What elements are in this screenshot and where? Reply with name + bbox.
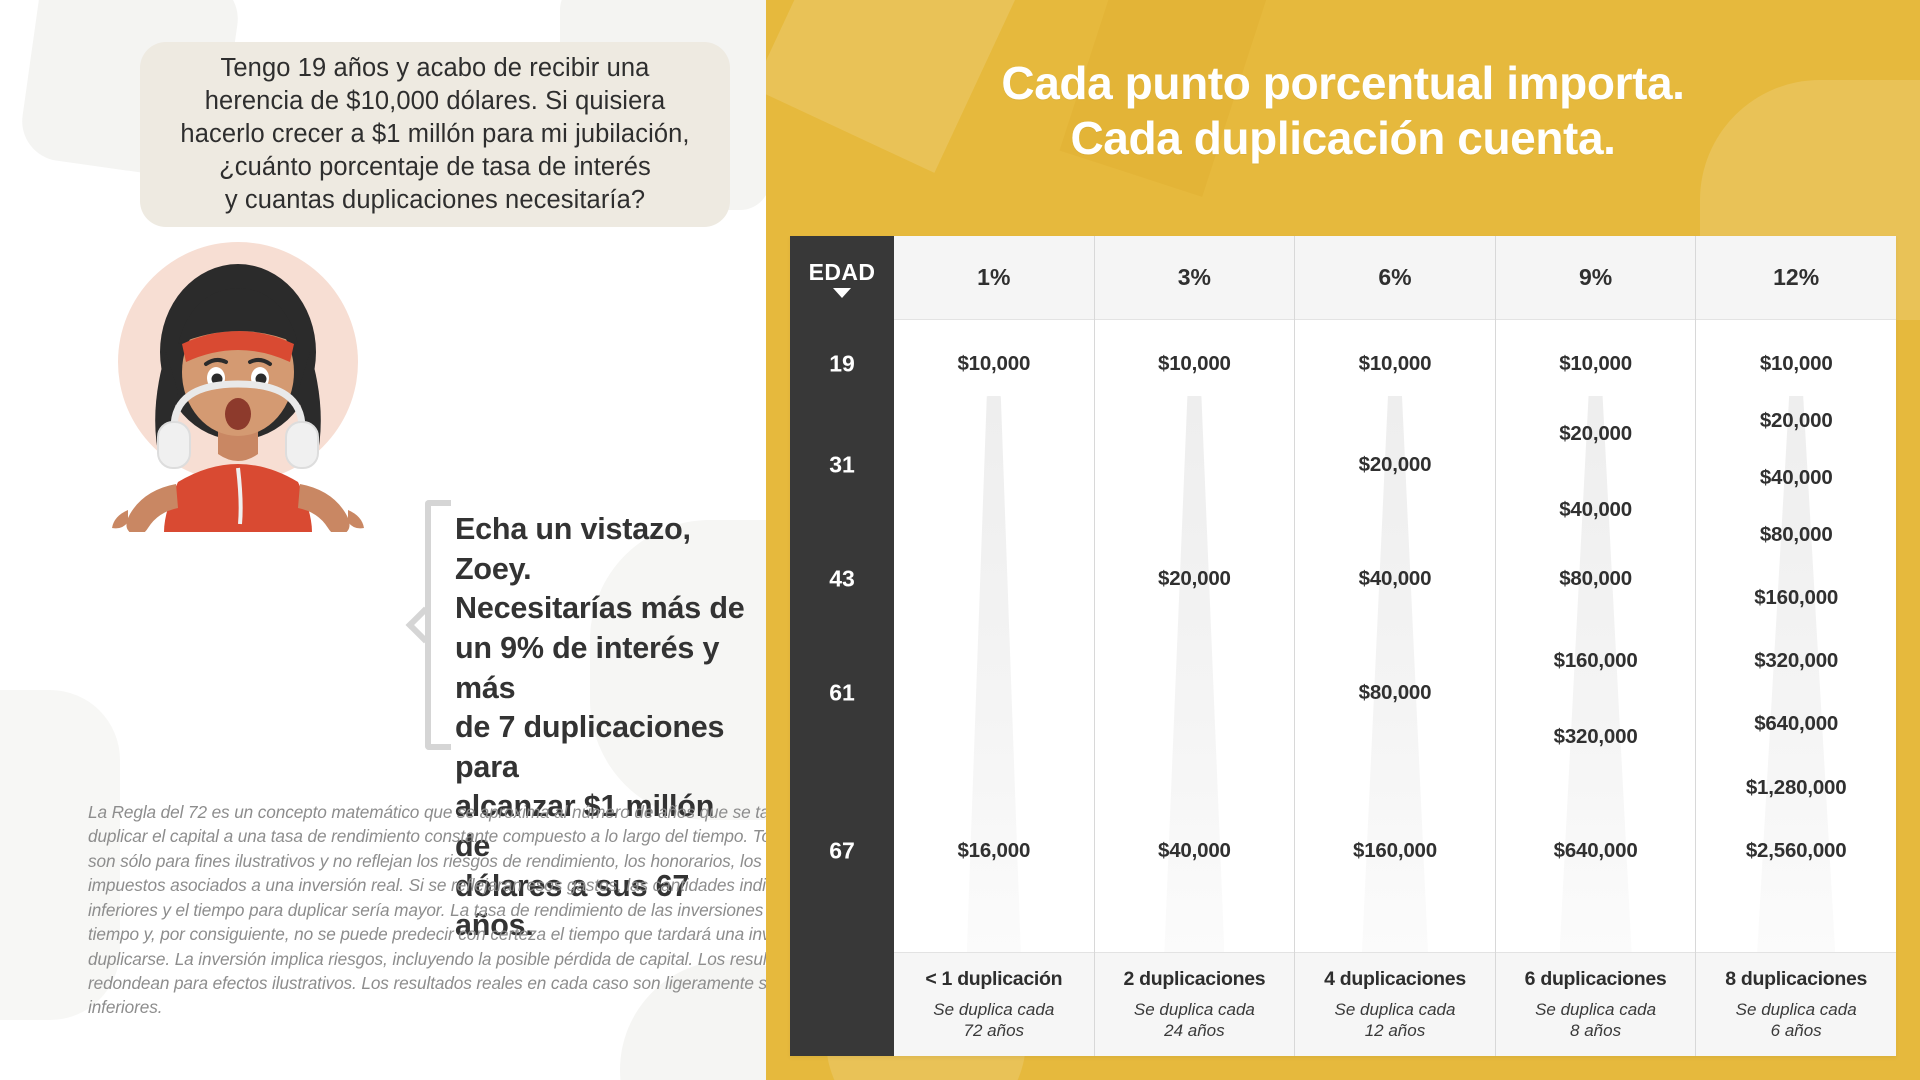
doubling-period-label: Se duplica cada 24 años <box>1133 1000 1255 1040</box>
rate-column-header: 6% <box>1295 236 1495 320</box>
value-cell: $80,000 <box>1759 522 1833 546</box>
rate-column-body: $10,000 $20,000 $40,000 <box>1095 320 1295 952</box>
age-cell: 31 <box>829 451 855 478</box>
value-cell: $40,000 <box>1559 497 1632 521</box>
age-footer-spacer <box>790 952 894 1056</box>
value-cell: $80,000 <box>1559 567 1632 591</box>
value-cell: $20,000 <box>1559 421 1632 445</box>
right-chart-panel: Cada punto porcentual importa. Cada dupl… <box>766 0 1920 1080</box>
rate-column-6: 6% $10,000 $20,000 $40,000 $80,000 $160,000 4 … <box>1295 236 1496 1056</box>
doublings-label: 2 duplicaciones <box>1123 968 1266 991</box>
background-shape <box>590 520 766 820</box>
rate-column-12: 12% $10,000 $20,000 $40,000 $80,000 $160,000 $… <box>1696 236 1896 1056</box>
rate-column-header: 3% <box>1094 236 1295 320</box>
value-cell: $16,000 <box>957 838 1031 862</box>
character-illustration <box>78 232 398 536</box>
growth-cone-graphic <box>1164 395 1225 952</box>
speech-bubble-text: Tengo 19 años y acabo de recibir una her… <box>180 53 690 215</box>
age-cell: 19 <box>829 350 855 377</box>
rule-of-72-table: EDAD 19 31 43 61 67 1% $10,000 $16,000 < 1 dupl… <box>790 236 1896 1056</box>
value-cell: $20,000 <box>1358 453 1432 477</box>
value-cell: $20,000 <box>1158 567 1231 591</box>
age-header-label: EDAD <box>808 258 876 285</box>
growth-cone-graphic <box>966 395 1021 952</box>
disclaimer-text: La Regla del 72 es un concepto matemátic… <box>88 802 766 1018</box>
background-shape <box>0 690 120 1020</box>
value-cell: $320,000 <box>1553 725 1638 749</box>
doubling-period-label: Se duplica cada 72 años <box>933 1000 1055 1040</box>
value-cell: $160,000 <box>1553 649 1638 673</box>
value-cell: $10,000 <box>1759 352 1833 376</box>
answer-text: Echa un vistazo, Zoey. Necesitarías más … <box>455 512 745 943</box>
value-cell: $160,000 <box>1754 586 1839 610</box>
rate-column-body: $10,000 $16,000 <box>894 320 1094 952</box>
rate-column-footer: 6 duplicaciones Se duplica cada 8 años <box>1495 952 1696 1056</box>
value-cell: $40,000 <box>1759 466 1833 489</box>
value-cell: $40,000 <box>1358 567 1432 591</box>
rate-column-body: $10,000 $20,000 $40,000 $80,000 $160,000 $320… <box>1496 320 1696 952</box>
doublings-label: < 1 duplicación <box>925 968 1063 991</box>
age-cell: 67 <box>829 837 855 864</box>
rate-columns: 1% $10,000 $16,000 < 1 duplicación Se duplic… <box>894 236 1896 1056</box>
value-cell: $320,000 <box>1754 649 1839 673</box>
value-cell: $10,000 <box>957 352 1031 376</box>
left-info-panel: Tengo 19 años y acabo de recibir una her… <box>0 0 766 1080</box>
value-cell: $160,000 <box>1353 838 1437 862</box>
value-cell: $20,000 <box>1759 409 1833 433</box>
value-cell: $640,000 <box>1553 838 1638 862</box>
rate-column-1: 1% $10,000 $16,000 < 1 duplicación Se duplic… <box>894 236 1095 1056</box>
growth-cone-graphic <box>1361 395 1428 952</box>
page-title: Cada punto porcentual importa. Cada dupl… <box>1001 57 1685 165</box>
speech-bubble: Tengo 19 años y acabo de recibir una her… <box>140 42 730 227</box>
value-cell: $10,000 <box>1158 352 1231 376</box>
value-cell: $10,000 <box>1559 352 1632 376</box>
rate-column-footer: 8 duplicaciones Se duplica cada 6 años <box>1696 952 1896 1056</box>
rate-column-header: 9% <box>1495 236 1696 320</box>
doubling-period-label: Se duplica cada 12 años <box>1334 1000 1456 1040</box>
rate-column-footer: < 1 duplicación Se duplica cada 72 años <box>894 952 1094 1056</box>
value-cell: $2,560,000 <box>1745 838 1847 862</box>
answer-pointer-bracket <box>425 500 451 750</box>
value-cell: $1,280,000 <box>1745 775 1847 799</box>
rate-column-3: 3% $10,000 $20,000 $40,000 2 duplicaciones Se… <box>1094 236 1296 1056</box>
age-column-header: EDAD <box>790 236 894 320</box>
value-cell: $10,000 <box>1358 352 1432 376</box>
doublings-label: 6 duplicaciones <box>1524 968 1667 991</box>
answer-block: Echa un vistazo, Zoey. Necesitarías más … <box>455 510 755 946</box>
age-column: EDAD 19 31 43 61 67 <box>790 236 894 1056</box>
rate-column-footer: 4 duplicaciones Se duplica cada 12 años <box>1295 952 1495 1056</box>
rate-column-body: $10,000 $20,000 $40,000 $80,000 $160,000 <box>1295 320 1495 952</box>
rate-column-header: 1% <box>894 236 1094 320</box>
growth-cone-graphic <box>1559 395 1632 952</box>
rate-column-9: 9% $10,000 $20,000 $40,000 $80,000 $160,000 $3… <box>1495 236 1697 1056</box>
age-cell: 43 <box>829 565 855 592</box>
doubling-period-label: Se duplica cada 8 años <box>1535 1000 1657 1040</box>
character-svg <box>112 242 364 536</box>
doublings-label: 4 duplicaciones <box>1324 968 1466 991</box>
rate-column-body: $10,000 $20,000 $40,000 $80,000 $160,000 $320… <box>1696 320 1896 952</box>
rate-column-header: 12% <box>1696 236 1896 320</box>
age-cells: 19 31 43 61 67 <box>790 320 894 952</box>
doublings-label: 8 duplicaciones <box>1725 968 1868 991</box>
age-cell: 61 <box>829 679 855 706</box>
value-cell: $40,000 <box>1158 838 1231 862</box>
rate-column-footer: 2 duplicaciones Se duplica cada 24 años <box>1094 952 1295 1056</box>
chevron-down-icon <box>833 287 851 298</box>
value-cell: $640,000 <box>1754 712 1839 736</box>
value-cell: $80,000 <box>1358 680 1432 704</box>
doubling-period-label: Se duplica cada 6 años <box>1735 1000 1857 1040</box>
